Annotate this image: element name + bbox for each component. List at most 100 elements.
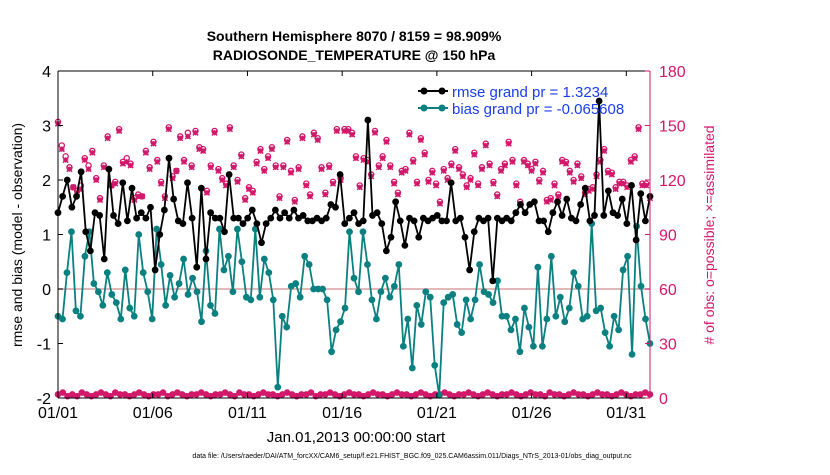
bias-point [328,348,335,356]
rmse-point [165,154,173,162]
x-tick-label: 01/06 [133,405,173,422]
rmse-point [466,266,474,274]
obs-assimilated-point [413,180,421,187]
bias-point [296,293,304,301]
obs-assimilated-point [417,136,424,144]
bias-point [274,383,282,391]
bias-point [144,288,152,296]
bias-point [570,269,578,277]
obs-assimilated-point [268,145,276,153]
bias-point [615,326,623,334]
bias-point [386,293,394,301]
obs-assimilated-point [115,127,123,135]
rmse-point [202,255,210,263]
obs-assimilated-point [375,164,382,171]
y-left-tick-label: 4 [42,64,51,81]
obs-assimilated-point [494,193,501,200]
rmse-point [147,203,154,211]
obs-assimilated-point [318,165,325,173]
plot-area [58,71,650,398]
obs-assimilated-point [287,169,295,176]
bias-point [59,315,66,323]
rmse-point [544,228,552,236]
rmse-point [517,201,524,208]
rmse-point [281,209,289,217]
bias-point [72,307,80,315]
y-left-tick-label: 3 [42,119,51,136]
obs-assimilated-point [70,184,77,191]
obs-assimilated-point [348,131,356,138]
obs-assimilated-point [513,182,520,189]
obs-assimilated-point [211,129,218,136]
rmse-point [336,171,344,178]
bias-point [157,261,165,268]
obs-assimilated-point [276,195,283,202]
bias-point [225,252,232,260]
obs-assimilated-point [643,182,650,189]
rmse-point [591,212,598,219]
rmse-point [262,220,270,228]
ticks-layer: -2 -1 0 1 2 3 4 0 30 60 90 120 150 180 01/01 01/06 01/11… [37,64,686,422]
obs-assimilated-point [379,155,386,162]
rmse-point [628,182,635,189]
x-tick-label: 01/16 [322,405,362,422]
rmse-point [577,201,585,208]
rmse-point [618,195,626,203]
rmse-point [276,214,284,222]
rmse-point [77,168,85,176]
obs-assimilated-point [177,135,184,142]
obs-assimilated-point [440,167,447,175]
obs-assimilated-point [291,198,298,205]
rmse-point [387,233,395,241]
obs-assimilated-point [448,162,455,169]
rmse-point [512,209,520,217]
obs-assimilated-point [58,145,65,153]
rmse-point [392,198,400,206]
bias-point [207,301,214,309]
obs-assimilated-point [306,193,314,200]
bias-point [368,296,376,304]
obs-assimilated-point [295,165,302,173]
bias-point [211,310,219,317]
bias-point [130,312,138,320]
bias-point [162,301,170,309]
x-tick-label: 01/11 [228,405,267,422]
bias-point [556,293,564,301]
rmse-point [378,220,386,228]
bias-series [54,220,654,399]
obs-assimilated-point [249,189,256,196]
rmse-point [197,184,205,192]
bias-point [233,225,241,233]
rmse-point [433,212,441,219]
rmse-point [604,187,612,195]
bias-point [278,312,286,320]
bias-point [229,288,237,296]
bias-point [390,282,398,290]
rmse-point [332,203,339,211]
obs-assimilated-point [157,180,165,187]
bias-point [171,293,179,301]
obs-assimilated-point [474,182,482,189]
y-right-tick-label: 150 [659,119,686,136]
bias-point [337,318,344,326]
bias-point [467,315,475,323]
obs-assimilated-point [566,169,573,176]
rmse-point [151,266,159,274]
obs-assimilated-point [329,180,337,187]
obs-assimilated-point [490,180,497,187]
rmse-point [443,217,450,225]
bias-point [422,288,430,296]
bias-point [642,315,649,323]
obs-assimilated-point [299,135,306,142]
bias-point [216,225,223,233]
obs-assimilated-point [85,165,92,173]
rmse-point [456,214,464,222]
bias-point [180,255,187,263]
x-tick-label: 01/01 [38,405,78,422]
rmse-point [156,231,164,238]
y-left-tick-label: 1 [42,228,51,245]
rmse-point [160,206,168,214]
legend-bias-marker [420,104,428,112]
bias-point [525,323,533,331]
rmse-point [258,239,265,247]
